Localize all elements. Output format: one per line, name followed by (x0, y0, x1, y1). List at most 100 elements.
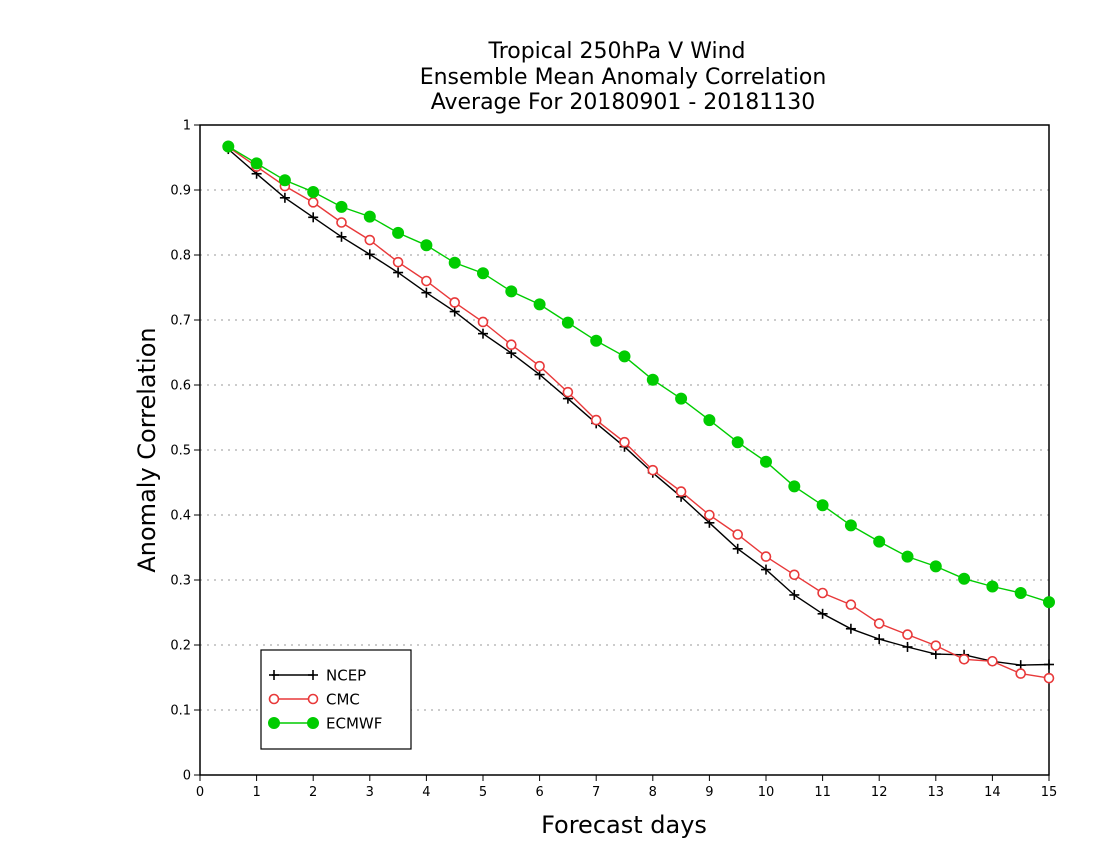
data-point-ecmwf (363, 210, 376, 223)
data-point-ecmwf (675, 392, 688, 405)
plot-frame (199, 124, 1050, 776)
x-tick-label: 15 (1041, 785, 1058, 800)
data-point-ncep (393, 267, 404, 278)
data-point-ecmwf (816, 499, 829, 512)
chart-title-line-2: Ensemble Mean Anomaly Correlation (420, 65, 827, 90)
data-point-ncep (478, 328, 488, 339)
legend-label-ecmwf: ECMWF (326, 715, 382, 733)
data-point-ncep (336, 231, 347, 242)
data-point-ncep (364, 249, 375, 260)
y-axis-label: Anomaly Correlation (133, 327, 161, 572)
x-tick-label: 5 (479, 785, 487, 800)
data-point-cmc (845, 599, 857, 611)
legend-entry-ecmwf: ECMWF (268, 715, 382, 733)
legend-entry-ncep: NCEP (269, 667, 366, 685)
data-point-ncep (449, 306, 460, 317)
data-point-cmc (392, 256, 404, 268)
legend-marker-cmc (307, 693, 319, 705)
y-tick-label: 0 (183, 769, 191, 784)
data-point-cmc (675, 486, 687, 497)
legend-label-cmc: CMC (326, 691, 360, 709)
data-point-ecmwf (505, 285, 518, 298)
series-line-ncep (227, 148, 1050, 666)
data-point-ncep (279, 192, 290, 203)
data-point-ecmwf (420, 239, 433, 252)
data-point-ncep (902, 641, 913, 652)
x-tick-label: 11 (814, 785, 831, 800)
data-point-cmc (534, 360, 545, 372)
x-tick-label: 6 (535, 785, 543, 800)
data-point-cmc (619, 436, 630, 448)
x-tick-label: 0 (196, 785, 204, 800)
data-point-cmc (449, 297, 461, 308)
legend-entry-cmc: CMC (268, 691, 360, 709)
y-tick-label: 0.6 (170, 379, 191, 394)
data-point-cmc (704, 509, 715, 521)
legend-marker-cmc (268, 693, 280, 705)
x-tick-label: 8 (649, 785, 657, 800)
data-point-ecmwf (760, 455, 772, 468)
data-point-ecmwf (278, 174, 291, 187)
data-point-cmc (421, 275, 432, 287)
series-ncep (223, 144, 1054, 671)
x-tick-label: 10 (758, 785, 775, 800)
data-point-cmc (902, 629, 913, 640)
legend-marker-ncep (269, 670, 279, 680)
axis-ticks: 00.10.20.30.40.50.60.70.80.910 1 2 3 4 5 6 7 8 9 1… (170, 119, 1057, 801)
x-tick-label: 2 (309, 785, 317, 800)
data-point-ncep (308, 212, 319, 223)
data-point-cmc (590, 414, 602, 426)
x-tick-label: 7 (592, 785, 600, 800)
legend-marker-ecmwf (307, 717, 319, 729)
data-point-ecmwf (477, 267, 489, 280)
data-point-cmc (732, 529, 744, 540)
data-point-ecmwf (222, 140, 235, 153)
data-point-ecmwf (335, 200, 348, 213)
data-point-ncep (845, 623, 856, 634)
data-point-cmc (307, 197, 319, 208)
data-point-ecmwf (1043, 596, 1055, 609)
data-point-cmc (1015, 668, 1027, 679)
data-point-cmc (647, 464, 659, 476)
series-cmc (223, 141, 1055, 684)
y-tick-label: 0.3 (170, 574, 191, 589)
data-point-cmc (788, 569, 800, 581)
y-tick-label: 0.8 (170, 249, 191, 264)
data-point-ecmwf (958, 572, 971, 585)
data-point-ncep (874, 634, 885, 645)
x-tick-label: 13 (928, 785, 945, 800)
legend: NCEP CMC ECMWF (260, 649, 412, 750)
data-point-ecmwf (533, 298, 546, 311)
data-point-ncep (732, 543, 743, 554)
data-point-ecmwf (1014, 587, 1027, 599)
series-ecmwf (222, 140, 1055, 609)
data-point-ncep (817, 608, 828, 619)
x-axis-label: Forecast days (541, 811, 707, 839)
data-point-ecmwf (448, 256, 461, 269)
data-point-ncep (1044, 659, 1054, 670)
data-point-ncep (421, 287, 432, 298)
data-point-cmc (1043, 672, 1055, 684)
y-tick-label: 0.4 (170, 509, 191, 524)
data-point-ecmwf (646, 373, 659, 386)
y-tick-label: 0.5 (170, 444, 191, 459)
data-point-ecmwf (901, 550, 914, 563)
x-tick-label: 1 (252, 785, 260, 800)
series-line-cmc (227, 146, 1050, 679)
data-point-ecmwf (929, 560, 942, 573)
data-point-ecmwf (307, 185, 320, 198)
data-point-cmc (477, 316, 489, 328)
data-point-ecmwf (844, 519, 857, 532)
y-tick-label: 0.2 (170, 639, 191, 654)
y-tick-label: 1 (183, 119, 191, 134)
chart-title-line-3: Average For 20180901 - 20181130 (431, 90, 816, 115)
x-tick-label: 14 (984, 785, 1001, 800)
legend-marker-ecmwf (268, 717, 280, 729)
data-point-ecmwf (250, 157, 263, 170)
data-point-cmc (817, 587, 828, 599)
data-point-ecmwf (731, 436, 744, 449)
data-point-cmc (505, 339, 517, 351)
y-tick-label: 0.7 (170, 314, 191, 329)
data-point-ecmwf (873, 535, 886, 548)
